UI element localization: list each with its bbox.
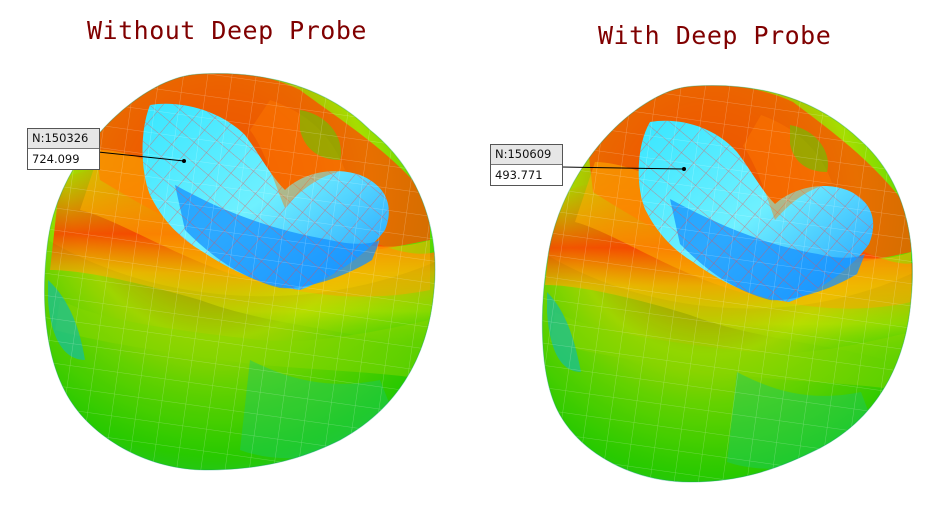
probe-value: 724.099: [32, 152, 80, 166]
contour-model-view[interactable]: [475, 0, 949, 511]
panel-title: With Deep Probe: [598, 21, 832, 50]
probe-leader-line: [97, 151, 185, 162]
panel-without-deep-probe: Without Deep Probe: [0, 0, 474, 511]
probe-node-id: N:150326: [28, 129, 99, 149]
panel-title: Without Deep Probe: [87, 16, 367, 45]
probe-label: N:150609 493.771: [490, 144, 563, 186]
probe-value: 493.771: [495, 168, 543, 182]
probe-marker: [682, 167, 686, 171]
contour-model-view[interactable]: [0, 0, 474, 511]
probe-leader-line: [561, 166, 685, 170]
panel-with-deep-probe: With Deep Probe: [475, 0, 949, 511]
probe-node-id: N:150609: [491, 145, 562, 165]
probe-label: N:150326 724.099: [27, 128, 100, 170]
probe-marker: [182, 159, 186, 163]
